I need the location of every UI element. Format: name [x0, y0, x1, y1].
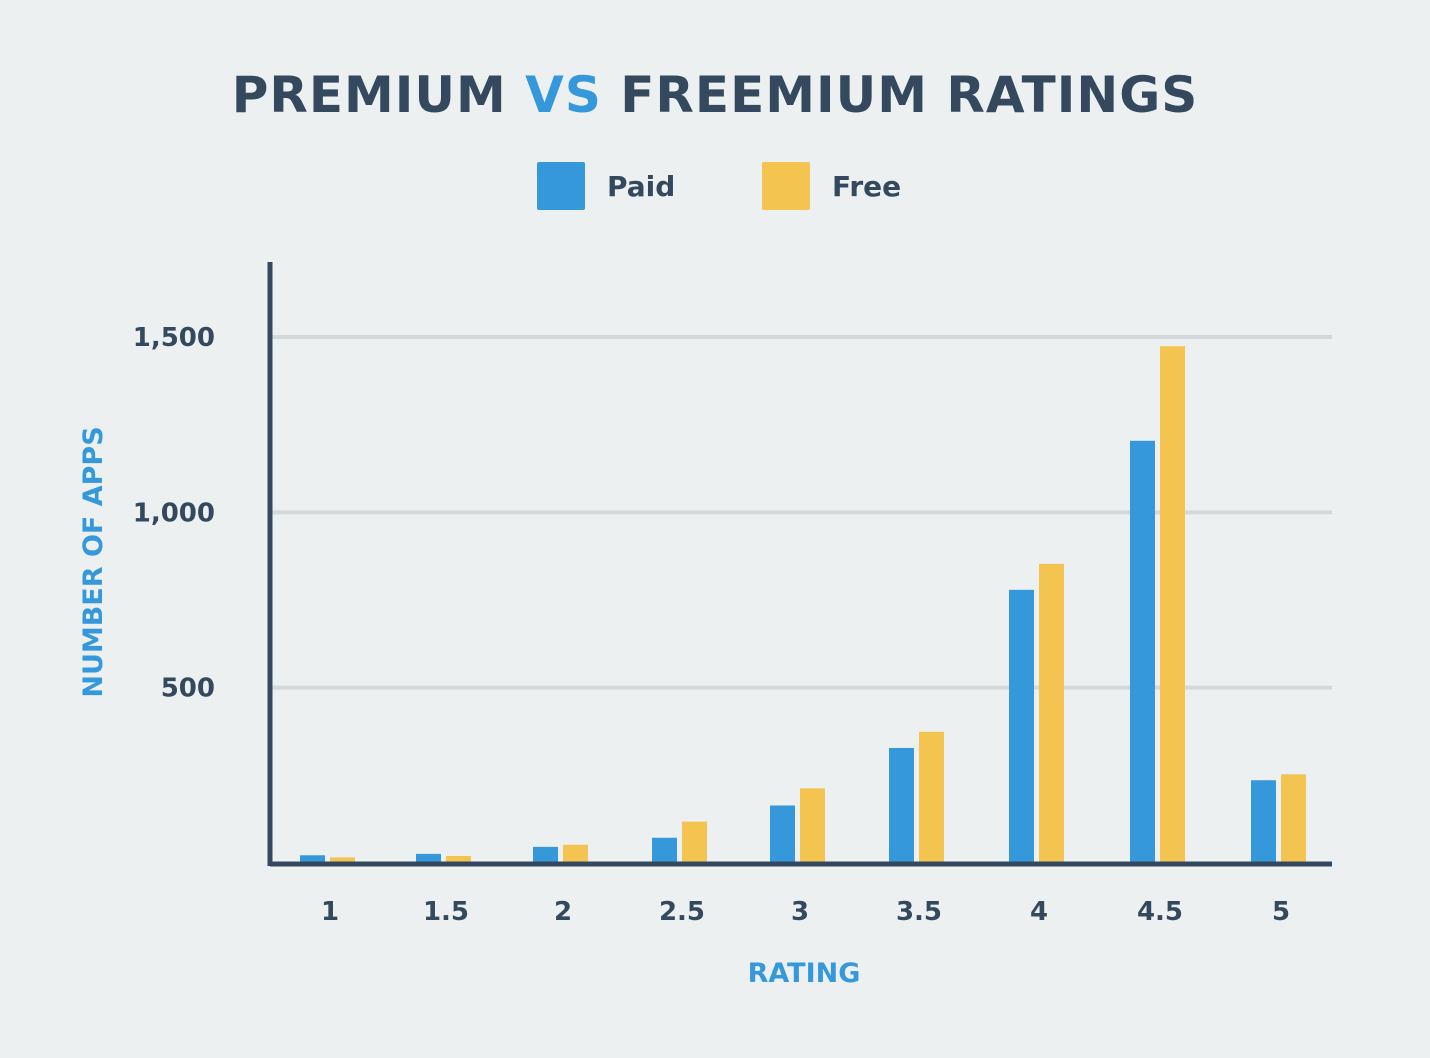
legend-item-free: Free	[762, 162, 901, 210]
legend-swatch-free	[762, 162, 810, 210]
x-tick-label: 1.5	[423, 897, 469, 927]
bar-free	[1039, 563, 1064, 863]
bar-paid	[652, 837, 677, 863]
bar-paid	[770, 805, 795, 863]
x-tick-label: 4.5	[1137, 897, 1183, 927]
bar-paid	[416, 853, 441, 863]
x-tick-label: 2.5	[659, 897, 705, 927]
bar-free	[330, 857, 355, 863]
x-tick-label: 3	[791, 897, 809, 927]
x-tick-label: 3.5	[896, 897, 942, 927]
bar-paid	[889, 747, 914, 863]
chart-title: PREMIUM VS FREEMIUM RATINGS	[0, 66, 1430, 124]
bar-paid	[533, 846, 558, 863]
bar-paid	[1130, 440, 1155, 863]
bar-free	[1160, 346, 1185, 864]
x-axis-label: RATING	[748, 958, 861, 989]
title-part-vs: VS	[525, 66, 602, 124]
bar-paid	[1009, 589, 1034, 863]
bar-paid	[300, 855, 325, 863]
bar-free	[682, 821, 707, 863]
y-tick-label: 500	[161, 674, 215, 704]
legend-label-free: Free	[832, 169, 902, 203]
bar-free	[446, 855, 471, 863]
y-tick-label: 1,000	[133, 498, 215, 528]
x-tick-label: 4	[1030, 897, 1048, 927]
bar-free	[563, 844, 588, 863]
title-part-1: PREMIUM	[231, 66, 526, 124]
x-tick-label: 1	[321, 897, 339, 927]
legend-item-paid: Paid	[537, 162, 675, 210]
title-part-3: FREEMIUM RATINGS	[601, 66, 1199, 124]
bar-free	[919, 731, 944, 863]
y-axis-label: NUMBER OF APPS	[78, 426, 109, 697]
x-tick-label: 2	[554, 897, 572, 927]
y-tick-label: 1,500	[133, 323, 215, 353]
bar-free	[1281, 774, 1306, 863]
legend-label-paid: Paid	[607, 169, 676, 203]
bar-free	[800, 788, 825, 863]
bar-paid	[1251, 780, 1276, 863]
x-tick-label: 5	[1272, 897, 1290, 927]
legend-swatch-paid	[537, 162, 585, 210]
